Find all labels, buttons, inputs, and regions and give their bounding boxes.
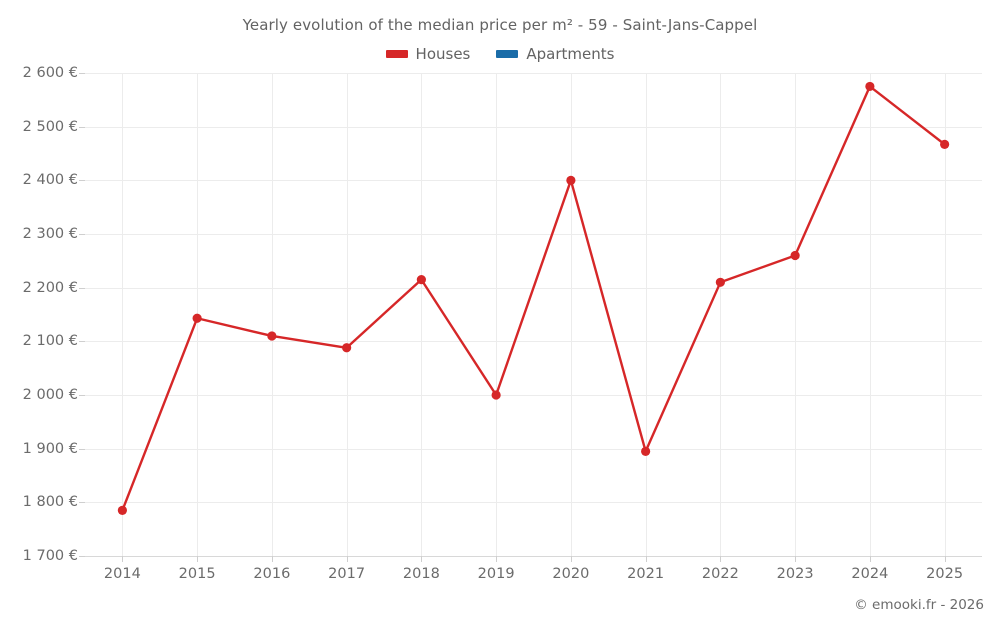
data-point[interactable] xyxy=(641,446,651,456)
chart-legend: Houses Apartments xyxy=(0,45,1000,63)
data-point[interactable] xyxy=(940,139,950,149)
grid-line-vertical xyxy=(720,73,722,556)
x-axis-tick-mark xyxy=(795,556,797,562)
x-axis-tick-mark xyxy=(271,556,273,562)
footer-credit: © emooki.fr - 2026 xyxy=(854,597,984,613)
x-axis-tick-label: 2016 xyxy=(253,566,291,582)
data-point[interactable] xyxy=(566,175,576,185)
y-axis-tick-label: 2 100 € xyxy=(22,333,78,350)
y-axis-tick-mark xyxy=(79,287,85,289)
grid-line-vertical xyxy=(496,73,498,556)
data-point[interactable] xyxy=(790,250,800,261)
y-axis-tick-label: 2 200 € xyxy=(22,279,78,296)
grid-line-vertical xyxy=(421,73,423,556)
grid-line-vertical xyxy=(570,73,572,556)
y-axis-tick-label: 2 300 € xyxy=(22,226,78,242)
y-axis-tick-mark xyxy=(79,126,85,128)
x-axis-tick-label: 2018 xyxy=(402,566,440,582)
plot-area xyxy=(85,73,982,556)
grid-line-horizontal xyxy=(85,73,982,74)
grid-line-vertical xyxy=(869,73,871,556)
x-axis-tick-label: 2023 xyxy=(776,566,814,582)
grid-line-horizontal xyxy=(85,395,982,396)
grid-line-vertical xyxy=(122,73,124,556)
x-axis-tick-mark xyxy=(869,556,871,562)
y-axis-tick-label: 2 600 € xyxy=(22,65,78,81)
y-axis-tick-mark xyxy=(79,556,85,557)
grid-line-vertical xyxy=(795,73,797,556)
x-axis-tick-label: 2015 xyxy=(178,566,216,582)
y-axis-tick-mark xyxy=(79,73,85,74)
y-axis-tick-label: 1 700 € xyxy=(22,548,78,564)
grid-line-horizontal xyxy=(85,180,982,182)
x-axis-tick-label: 2024 xyxy=(851,566,889,582)
y-axis-tick-mark xyxy=(79,502,85,504)
y-axis-tick-label: 2 000 € xyxy=(22,387,78,403)
data-point[interactable] xyxy=(416,275,426,285)
legend-swatch-icon-apartments xyxy=(496,50,519,58)
x-axis-tick-mark xyxy=(944,556,946,562)
y-axis-tick-label: 2 400 € xyxy=(22,172,78,189)
grid-line-vertical xyxy=(645,73,647,556)
grid-line-horizontal xyxy=(85,234,982,235)
legend-label-apartments: Apartments xyxy=(526,45,615,63)
x-axis-tick-label: 2021 xyxy=(627,566,665,582)
x-axis-tick-label: 2022 xyxy=(701,566,739,582)
y-axis-tick-label: 1 900 € xyxy=(22,440,78,457)
page-title: Yearly evolution of the median price per… xyxy=(242,16,758,34)
data-point[interactable] xyxy=(491,390,501,400)
y-axis-tick-label: 1 800 € xyxy=(22,494,78,511)
grid-line-horizontal xyxy=(85,126,982,128)
x-axis-tick-label: 2019 xyxy=(477,566,515,582)
y-axis-tick-mark xyxy=(79,448,85,450)
x-axis-tick-label: 2014 xyxy=(103,566,141,582)
grid-line-horizontal xyxy=(85,341,982,343)
data-point[interactable] xyxy=(267,331,277,341)
series-line-houses xyxy=(121,85,946,512)
data-point[interactable] xyxy=(865,81,875,92)
x-axis-tick-mark xyxy=(346,556,348,562)
legend-item-apartments[interactable]: Apartments xyxy=(496,45,614,63)
y-axis-tick-mark xyxy=(79,180,85,182)
data-point[interactable] xyxy=(117,505,127,515)
x-axis-tick-mark xyxy=(570,556,572,562)
y-axis-tick-mark xyxy=(79,341,85,343)
x-axis-line xyxy=(85,556,982,557)
grid-line-vertical xyxy=(271,73,273,556)
x-axis-tick-label: 2020 xyxy=(552,566,590,582)
grid-line-horizontal xyxy=(85,502,982,504)
x-axis-tick-mark xyxy=(720,556,722,562)
grid-line-vertical xyxy=(944,73,946,556)
x-axis-tick-label: 2017 xyxy=(328,566,366,582)
x-axis-tick-mark xyxy=(645,556,647,562)
data-point[interactable] xyxy=(192,313,202,323)
legend-item-houses[interactable]: Houses xyxy=(385,45,471,63)
grid-line-vertical xyxy=(346,73,348,556)
y-axis-tick-mark xyxy=(79,395,85,396)
data-point[interactable] xyxy=(715,277,725,287)
grid-line-horizontal xyxy=(85,448,982,450)
x-axis-tick-mark xyxy=(496,556,498,562)
y-axis-tick-mark xyxy=(79,234,85,235)
x-axis-tick-label: 2025 xyxy=(926,566,964,582)
x-axis-tick-mark xyxy=(122,556,124,562)
y-axis-tick-label: 2 500 € xyxy=(22,118,78,135)
legend-swatch-icon-houses xyxy=(385,50,408,58)
x-axis-tick-mark xyxy=(421,556,423,562)
x-axis-tick-mark xyxy=(197,556,199,562)
legend-label-houses: Houses xyxy=(415,45,471,63)
data-point[interactable] xyxy=(342,343,352,353)
